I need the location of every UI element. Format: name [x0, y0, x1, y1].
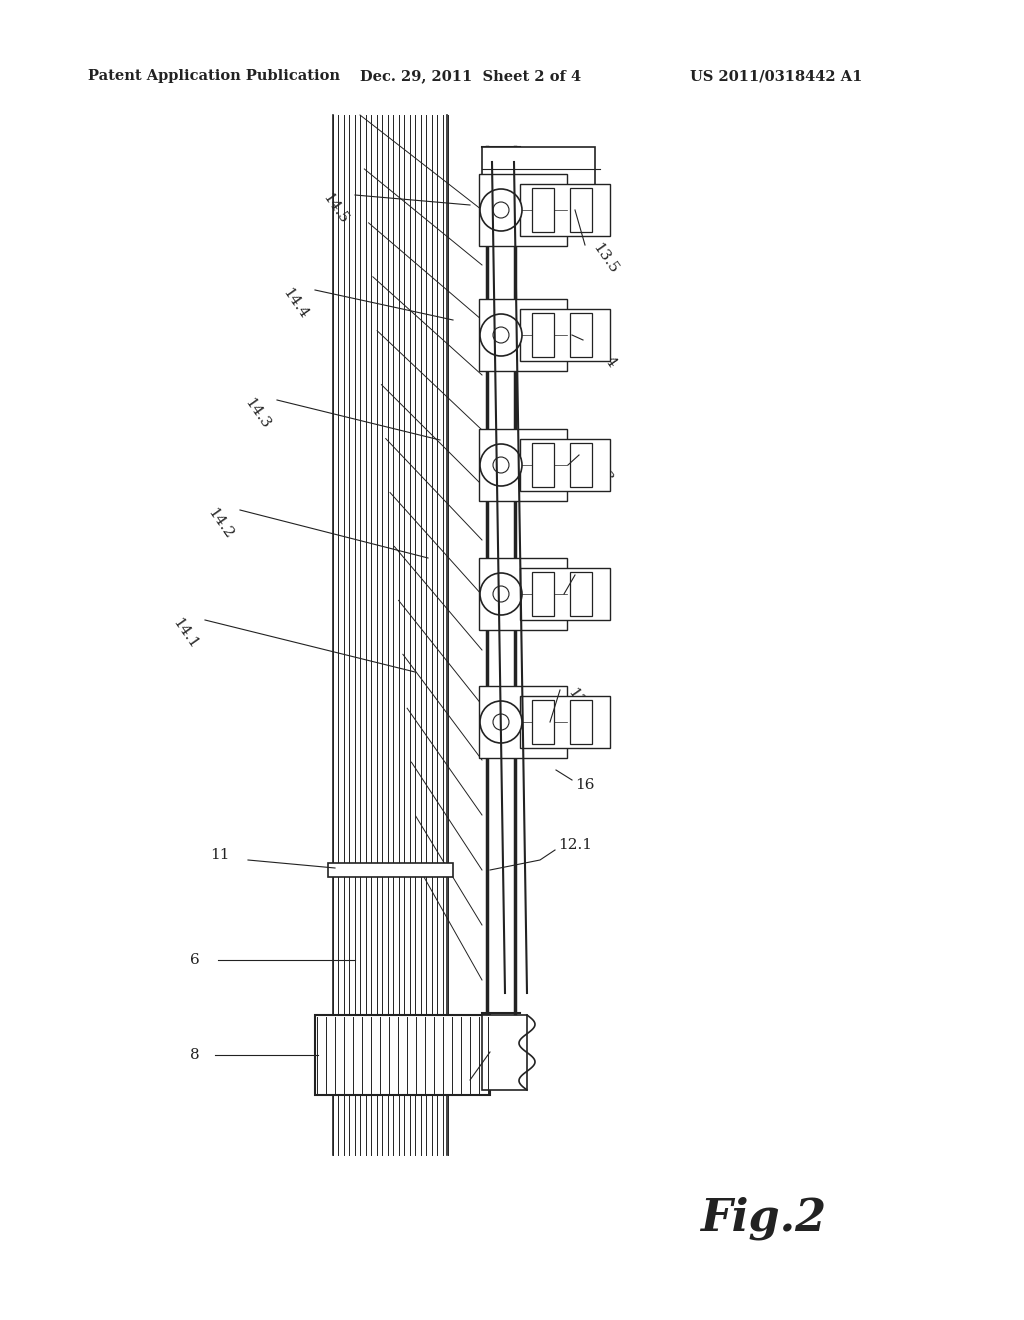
Bar — [570, 700, 592, 744]
Bar — [520, 568, 610, 620]
Bar — [520, 696, 610, 748]
Text: 13.5: 13.5 — [589, 242, 621, 277]
Text: 14.2: 14.2 — [204, 506, 236, 543]
Bar — [482, 147, 595, 191]
Circle shape — [493, 327, 509, 343]
Bar — [328, 863, 453, 876]
Bar — [570, 313, 592, 356]
Circle shape — [493, 202, 509, 218]
Bar — [570, 444, 592, 487]
Text: 14.5: 14.5 — [319, 191, 350, 227]
Text: 14.4: 14.4 — [280, 286, 310, 322]
Bar — [570, 572, 592, 616]
Circle shape — [493, 586, 509, 602]
Text: 7.2: 7.2 — [441, 1078, 465, 1092]
Circle shape — [480, 444, 522, 486]
Bar — [520, 183, 610, 236]
Text: 12.1: 12.1 — [558, 838, 592, 851]
Bar — [482, 1015, 527, 1090]
Text: Dec. 29, 2011  Sheet 2 of 4: Dec. 29, 2011 Sheet 2 of 4 — [360, 69, 582, 83]
Bar — [479, 174, 567, 246]
Text: 14.3: 14.3 — [242, 396, 272, 432]
Bar — [532, 444, 554, 487]
Text: 11: 11 — [211, 847, 230, 862]
Text: 8: 8 — [190, 1048, 200, 1063]
Text: 14.1: 14.1 — [169, 616, 201, 652]
Circle shape — [493, 457, 509, 473]
Bar — [532, 572, 554, 616]
Bar — [479, 558, 567, 630]
Bar — [315, 1015, 490, 1096]
Bar — [532, 700, 554, 744]
Text: Patent Application Publication: Patent Application Publication — [88, 69, 340, 83]
Bar — [479, 686, 567, 758]
Text: Fig.2: Fig.2 — [700, 1196, 826, 1239]
Bar — [532, 187, 554, 232]
Text: US 2011/0318442 A1: US 2011/0318442 A1 — [690, 69, 862, 83]
Text: 13.3: 13.3 — [584, 451, 614, 487]
Bar — [570, 187, 592, 232]
Bar — [520, 440, 610, 491]
Bar — [520, 309, 610, 360]
Circle shape — [493, 714, 509, 730]
Text: 13.1: 13.1 — [564, 686, 595, 722]
Text: 13.4: 13.4 — [588, 337, 618, 372]
Text: 6: 6 — [190, 953, 200, 968]
Bar — [532, 313, 554, 356]
Text: 16: 16 — [575, 777, 595, 792]
Circle shape — [480, 189, 522, 231]
Bar — [479, 300, 567, 371]
Circle shape — [480, 701, 522, 743]
Circle shape — [480, 573, 522, 615]
Text: 13.2: 13.2 — [580, 572, 610, 607]
Bar — [479, 429, 567, 502]
Circle shape — [480, 314, 522, 356]
